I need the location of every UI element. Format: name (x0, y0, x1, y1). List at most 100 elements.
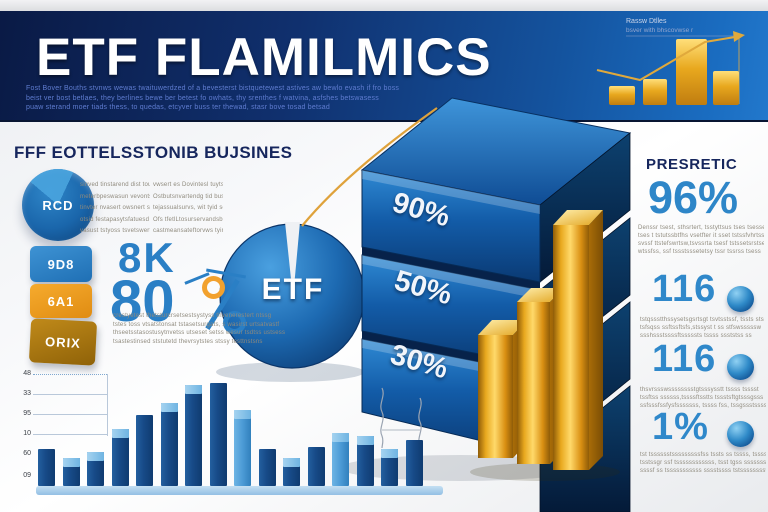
bar-cap (332, 433, 349, 442)
text-line: otsid festapasytsfatuesd tod (80, 216, 150, 223)
bar-cap (111, 429, 129, 438)
text-line: puaw sterand moer tiads thess, to quedas… (26, 104, 330, 111)
gridline-2 (33, 414, 107, 415)
chain-left (380, 387, 384, 449)
text-line: Ofs tfetlLtosurservandsbuit (153, 216, 223, 223)
bar (136, 415, 153, 486)
percent-bottom-circle (223, 311, 246, 334)
left-text-column-2: vwsert es Dovintesl tuytsid Ostbutsnvarte… (153, 180, 223, 238)
text-line: tstes toss vtsatstonsat tstasetsurgats, … (113, 321, 280, 328)
bar (87, 452, 104, 486)
mini-bar-4 (713, 71, 739, 105)
text-line: tst tsssssstsssssssssfss tssts ss tssss,… (640, 452, 766, 458)
stat-1-percent-text: tst tsssssstsssssssssfss tssts ss tssss,… (640, 451, 766, 475)
mini-chart-caption-1: Rassw Dtlles (626, 18, 667, 25)
right-paragraph: Denssr tsest, sthsrtert, tsstyttsus tses… (638, 224, 764, 256)
right-section-heading: PRESRETIC (646, 156, 738, 173)
bar (307, 447, 325, 486)
bar (332, 433, 349, 486)
bar (405, 440, 423, 486)
block-groove-1 (362, 247, 540, 290)
gold-bar-1 (478, 335, 513, 458)
sphere-icon-1 (727, 286, 754, 312)
stat-116-b: 116 (652, 338, 717, 380)
text-line: tejassualsurvs, wit tyid sod (153, 205, 223, 211)
left-section-heading: FFF EOTTELSSTONIB BUJSINES (14, 143, 293, 162)
gold-bar-2-top (517, 288, 564, 302)
gold-bar-3 (553, 225, 589, 470)
mini-block-orange: 6A1 (30, 284, 92, 318)
text-line: svssf ttstefswrtsw,tsvssrta tsesf tstsse… (638, 241, 764, 247)
text-line: sinved tinstarend dist toutsg (80, 182, 150, 188)
bar (185, 385, 202, 486)
mini-block-blue: 9D8 (30, 246, 92, 282)
text-line: thseetsstasostusytnvetss utseset setss w… (113, 330, 285, 336)
mini-trend-line (596, 36, 736, 82)
top-strip (0, 0, 768, 11)
bar-cap (160, 403, 178, 412)
y-tick-label: 48 (23, 370, 31, 377)
mini-gold-chart: Rassw Dtlles bsver with bhscovwse r (596, 18, 745, 105)
gold-bar-3-side (589, 210, 603, 470)
text-line: vasust tstyoss tsvetswert fis (80, 228, 150, 234)
text-line: crestyetest thetsturcrsetsestsystyss thv… (113, 313, 272, 319)
gridline-dotted (33, 374, 107, 375)
bar-cap (234, 410, 251, 419)
gold-shadow (470, 463, 620, 481)
bar-cap (381, 449, 398, 458)
percent-top-circle (202, 276, 225, 299)
bar (283, 458, 300, 486)
block-left-face-1 (361, 169, 541, 283)
left-paragraph: crestyetest thetsturcrsetsestsystyss thv… (113, 312, 285, 346)
y-tick-label: 10 (23, 430, 31, 437)
block-highlight-2 (362, 255, 540, 299)
left-text-column-1: sinved tinstarend dist toutsg meterbpeswa… (80, 180, 150, 238)
percent-sign-icon (200, 276, 246, 334)
bar-cap (62, 458, 80, 467)
text-line: Ostbutsnvartendg tid busgs (153, 193, 223, 200)
y-tick-label: 33 (23, 390, 31, 397)
mini-chart-caption-2: bsver with bhscovwse r (626, 27, 694, 34)
sphere-icon-2 (727, 354, 754, 380)
gold-bar-2 (517, 302, 550, 464)
bar-cap (356, 436, 374, 445)
text-line: tsastestinsed ststutetd thevrsytstes sts… (113, 338, 263, 345)
text-line: castmeansateftorvws tyime (153, 228, 223, 234)
bar (258, 449, 276, 486)
chart-baseline-band (36, 486, 443, 495)
page-title: ETF FLAMILMICS (36, 28, 492, 87)
bar (111, 429, 129, 486)
text-line: meterbpeswasun vevontsorst (80, 193, 150, 200)
text-line: ssfsssfssfysfsssssss, tssss fss, tssgsss… (640, 403, 766, 409)
stat-116-b-text: thsvrssswsssssssstgtsssysstt tssss tssss… (640, 386, 766, 410)
banner-subtitle: Fost Bover Bouths stvnws wewas twaituwer… (26, 84, 626, 113)
text-line: tses t tstutssbtfhs vsetfter it sset tst… (638, 233, 764, 239)
pie-center-label: ETF (261, 273, 325, 306)
header-banner (0, 11, 768, 122)
bar (209, 383, 227, 486)
gridline-3 (33, 434, 107, 435)
text-line: vwsert es Dovintesl tuytsid (153, 182, 223, 188)
stat-116-a: 116 (652, 268, 717, 310)
text-line: tssftss ssssss,tssssftsstts tssstsftgtss… (640, 395, 764, 401)
bar (234, 410, 251, 486)
bar (381, 449, 398, 486)
mini-block-gold: ORIX (28, 318, 98, 366)
stat-116-a-text: tstqssstthssysetsgsrtsgt tsvtsstssf, tss… (640, 316, 766, 340)
gridline-1 (33, 394, 107, 395)
sphere-icon-3 (727, 421, 754, 447)
bar-cap (283, 458, 300, 467)
gold-bar-3-top (553, 210, 603, 225)
block-highlight-1 (362, 170, 540, 214)
bar (62, 458, 80, 486)
y-tick-label: 09 (23, 472, 31, 479)
text-line: tsfsqss ssftssftsfs,stssyst t ss stfswss… (640, 325, 762, 331)
pie-badge-label: RCD (42, 197, 74, 213)
text-line: ssshssstssssftsssssts tssss ssststss ss (640, 333, 752, 339)
mini-trend-arrow-icon (733, 31, 745, 42)
text-line: tsstssgr ssf tssssssssssss, tsst tgss ss… (640, 460, 766, 466)
stat-80-percent: 80 (110, 269, 175, 334)
stat-1-percent: 1% (652, 406, 709, 448)
